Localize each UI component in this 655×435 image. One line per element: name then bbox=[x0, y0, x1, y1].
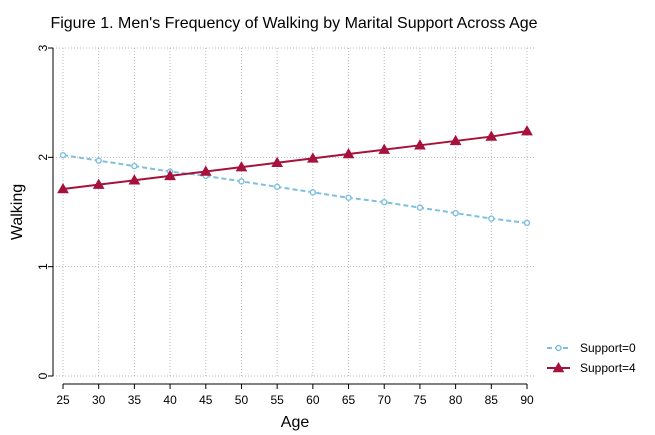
y-tick-label: 1 bbox=[36, 263, 50, 270]
x-tick-label: 60 bbox=[306, 393, 320, 407]
x-tick-label: 50 bbox=[235, 393, 249, 407]
chart-title: Figure 1. Men's Frequency of Walking by … bbox=[50, 15, 537, 32]
data-point bbox=[95, 157, 102, 164]
x-tick-label: 80 bbox=[449, 393, 463, 407]
data-point bbox=[449, 134, 462, 146]
x-tick-label: 40 bbox=[163, 393, 177, 407]
x-tick-label: 55 bbox=[270, 393, 284, 407]
data-point bbox=[238, 178, 245, 185]
data-point bbox=[452, 209, 459, 217]
data-point bbox=[309, 189, 317, 196]
series-group bbox=[57, 125, 533, 227]
legend-label: Support=0 bbox=[580, 341, 636, 355]
y-tick-label: 0 bbox=[36, 372, 50, 379]
data-point bbox=[345, 194, 352, 201]
x-tick-label: 85 bbox=[485, 393, 499, 407]
x-tick-label: 30 bbox=[92, 393, 106, 407]
data-point bbox=[488, 215, 495, 222]
y-axis-label: Walking bbox=[9, 184, 26, 240]
data-point bbox=[378, 143, 391, 154]
data-point bbox=[59, 151, 67, 159]
data-point bbox=[414, 139, 426, 150]
data-point bbox=[92, 178, 105, 189]
data-point bbox=[199, 165, 212, 176]
x-tick-label: 65 bbox=[342, 393, 356, 407]
data-point bbox=[523, 219, 531, 227]
data-point bbox=[273, 183, 281, 191]
legend-label: Support=4 bbox=[580, 361, 636, 375]
data-point bbox=[131, 162, 138, 170]
x-tick-label: 75 bbox=[413, 393, 427, 407]
data-point bbox=[416, 204, 424, 211]
data-point bbox=[164, 169, 176, 181]
legend-item: Support=4 bbox=[547, 361, 636, 375]
x-tick-label: 45 bbox=[199, 393, 213, 407]
legend: Support=0 Support=4 bbox=[547, 341, 636, 375]
data-point bbox=[57, 183, 69, 194]
x-tick-label: 70 bbox=[378, 393, 392, 407]
legend-item: Support=0 bbox=[547, 341, 636, 355]
data-point bbox=[485, 130, 498, 141]
x-tick-label: 90 bbox=[520, 393, 534, 407]
x-axis-ticks: 25 30 35 40 45 50 55 60 65 70 75 80 85 90 bbox=[56, 384, 534, 407]
y-tick-label: 3 bbox=[36, 44, 50, 51]
x-tick-label: 25 bbox=[56, 393, 70, 407]
y-axis-ticks: 0 1 2 3 bbox=[36, 44, 53, 379]
y-tick-label: 2 bbox=[36, 154, 50, 161]
legend-marker bbox=[552, 361, 565, 373]
grid-lines bbox=[53, 47, 535, 377]
data-point bbox=[306, 152, 319, 163]
data-point bbox=[381, 198, 388, 206]
x-tick-label: 35 bbox=[128, 393, 142, 407]
series-line bbox=[62, 154, 528, 224]
data-point bbox=[271, 156, 284, 168]
series-line bbox=[62, 130, 528, 191]
data-point bbox=[128, 174, 141, 185]
data-point bbox=[235, 161, 248, 172]
series-0 bbox=[59, 151, 531, 227]
legend-marker bbox=[555, 344, 562, 352]
series-1 bbox=[57, 125, 533, 194]
data-point bbox=[521, 125, 533, 136]
data-point bbox=[342, 148, 355, 159]
x-axis-label: Age bbox=[281, 414, 310, 431]
